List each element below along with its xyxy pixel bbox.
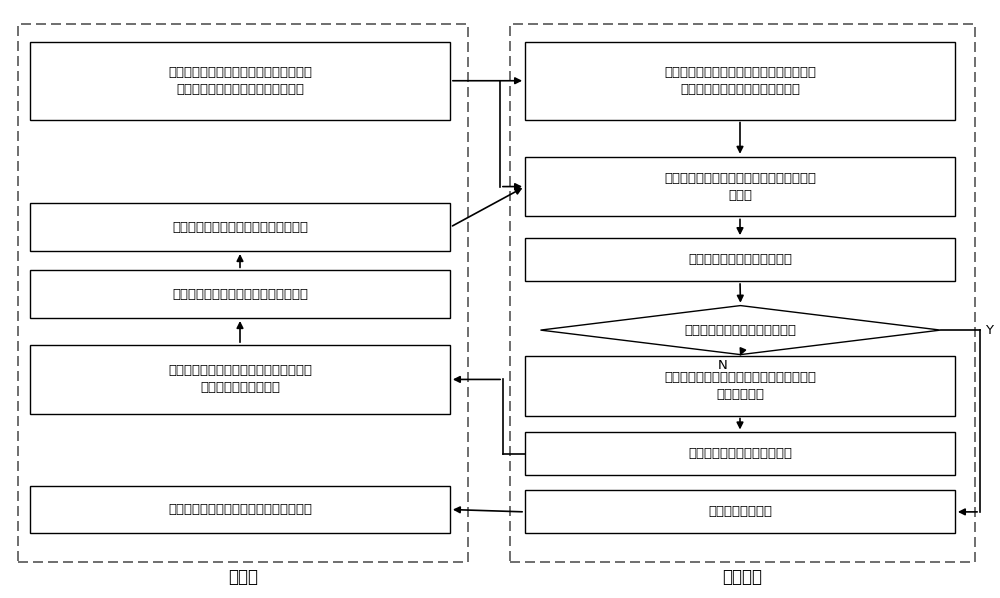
Text: 各客户端将更新的方案发送至协调中心: 各客户端将更新的方案发送至协调中心 xyxy=(172,221,308,234)
Text: 客户端: 客户端 xyxy=(228,568,258,586)
Bar xyxy=(525,356,955,416)
Text: 表征值是否达到优化判定阈值？: 表征值是否达到优化判定阈值？ xyxy=(684,324,796,337)
Bar xyxy=(525,238,955,281)
Text: 各客户端根据转移矩阵，更新充电方案: 各客户端根据转移矩阵，更新充电方案 xyxy=(172,288,308,301)
Text: 根据当前负荷曲线计算表征值: 根据当前负荷曲线计算表征值 xyxy=(688,253,792,266)
Bar xyxy=(510,24,975,562)
Text: 协调中心根据汇总的充电功率，计算当前负
荷曲线: 协调中心根据汇总的充电功率，计算当前负 荷曲线 xyxy=(664,172,816,202)
Text: Y: Y xyxy=(985,324,993,337)
Text: 协调中心: 协调中心 xyxy=(722,568,763,586)
Text: 各客户端按当前充电方案为电动汽车充电: 各客户端按当前充电方案为电动汽车充电 xyxy=(168,503,312,516)
Text: 各客户端根据概率转移矩阵以及之前的充
电方案，计算转移矩阵: 各客户端根据概率转移矩阵以及之前的充 电方案，计算转移矩阵 xyxy=(168,364,312,395)
Bar xyxy=(30,203,450,251)
Text: 各客户端根据车辆、充电桩基本信息，决
定初始充电方案，并发送至协调中心: 各客户端根据车辆、充电桩基本信息，决 定初始充电方案，并发送至协调中心 xyxy=(168,66,312,96)
Polygon shape xyxy=(540,306,941,355)
Bar xyxy=(525,157,955,216)
Bar xyxy=(30,270,450,318)
Bar xyxy=(30,486,450,533)
Text: N: N xyxy=(718,359,727,373)
Bar xyxy=(30,345,450,414)
Bar xyxy=(525,490,955,533)
Bar xyxy=(525,42,955,120)
Text: 协调中心根据汇总的充电功率等信息，计算
优化负荷曲线，设定优化判定阈值: 协调中心根据汇总的充电功率等信息，计算 优化负荷曲线，设定优化判定阈值 xyxy=(664,66,816,96)
Bar xyxy=(18,24,468,562)
Text: 向各客户端发送概率转移矩阵: 向各客户端发送概率转移矩阵 xyxy=(688,447,792,460)
Bar xyxy=(525,432,955,475)
Text: 根据当前负荷曲线以及优化负荷曲线，计算
概率转移矩阵: 根据当前负荷曲线以及优化负荷曲线，计算 概率转移矩阵 xyxy=(664,371,816,401)
Text: 发送停止交互命令: 发送停止交互命令 xyxy=(708,505,772,518)
Bar xyxy=(30,42,450,120)
